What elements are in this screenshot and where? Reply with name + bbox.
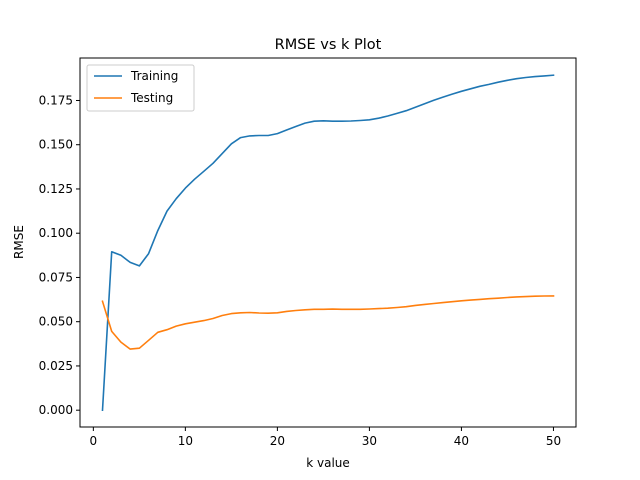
- y-tick-label: 0.125: [39, 182, 73, 196]
- x-axis-label: k value: [306, 456, 350, 470]
- plot-area: [79, 57, 577, 428]
- x-axis: 0 10 20 30 40 50: [90, 427, 561, 448]
- x-tick-label: 0: [90, 434, 98, 448]
- series-line-testing: [101, 295, 555, 350]
- series-layer: [101, 74, 555, 412]
- y-tick-label: 0.025: [39, 359, 73, 373]
- legend-label-testing: Testing: [130, 91, 173, 105]
- y-tick-label: 0.075: [39, 270, 73, 284]
- legend: Training Testing: [86, 64, 195, 112]
- x-tick-label: 40: [454, 434, 469, 448]
- y-tick-label: 0.050: [39, 315, 73, 329]
- y-axis: 0.000 0.025 0.050 0.075 0.100 0.125 0.150 0.175: [39, 93, 80, 417]
- x-tick-label: 20: [270, 434, 285, 448]
- plot-frame: [79, 57, 577, 428]
- legend-label-training: Training: [130, 69, 178, 83]
- y-tick-label: 0.000: [39, 403, 73, 417]
- y-tick-label: 0.175: [39, 93, 73, 107]
- chart-title: RMSE vs k Plot: [275, 37, 382, 53]
- y-tick-label: 0.150: [39, 138, 73, 152]
- y-tick-label: 0.100: [39, 226, 73, 240]
- x-tick-label: 30: [362, 434, 377, 448]
- series-line-training: [101, 74, 555, 412]
- x-tick-label: 10: [178, 434, 193, 448]
- y-axis-label: RMSE: [12, 225, 26, 259]
- x-tick-label: 50: [546, 434, 561, 448]
